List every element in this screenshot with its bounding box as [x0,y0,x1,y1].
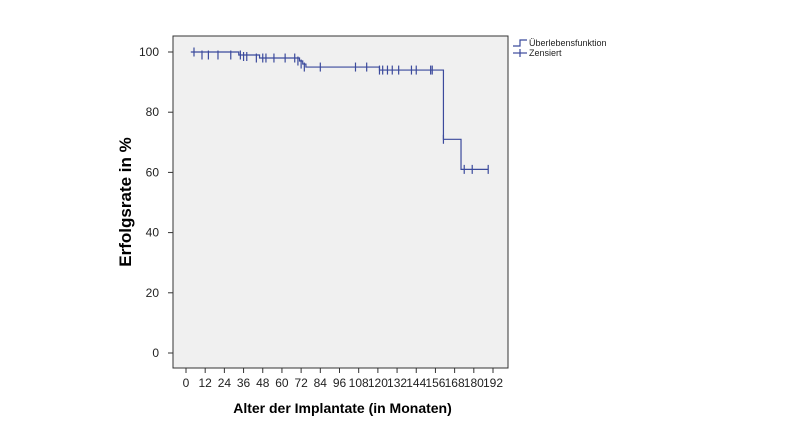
x-axis: 0 12 24 36 48 60 72 84 96 108 120 132 144 156 168 180 19… [183,368,503,390]
y-tick-label: 40 [146,226,160,240]
x-tick-label: 60 [275,376,289,390]
legend-label: Überlebensfunktion [529,38,607,48]
y-axis-title: Erfolgsrate in % [116,137,135,266]
x-tick-label: 180 [464,376,484,390]
plot-area [172,35,509,369]
x-tick-label: 0 [183,376,190,390]
y-tick-label: 0 [152,346,159,360]
x-tick-label: 108 [349,376,369,390]
x-tick-label: 48 [256,376,270,390]
x-tick-label: 168 [445,376,465,390]
y-tick-label: 20 [146,286,160,300]
x-tick-label: 72 [294,376,308,390]
legend-swatch-line [513,39,527,47]
x-tick-label: 84 [314,376,328,390]
x-axis-title: Alter der Implantate (in Monaten) [233,400,452,416]
x-tick-label: 12 [199,376,213,390]
x-tick-label: 120 [368,376,388,390]
x-tick-label: 24 [218,376,232,390]
y-tick-label: 60 [146,165,160,179]
x-tick-label: 156 [425,376,445,390]
censor-marks [193,47,489,174]
x-tick-label: 192 [483,376,503,390]
y-tick-label: 100 [139,45,159,59]
x-tick-label: 132 [387,376,407,390]
x-tick-label: 96 [333,376,347,390]
legend-label: Zensiert [529,48,562,58]
y-tick-label: 80 [146,105,160,119]
x-tick-label: 36 [237,376,251,390]
y-axis: 0 20 40 60 80 100 [139,45,173,360]
x-tick-label: 144 [406,376,426,390]
